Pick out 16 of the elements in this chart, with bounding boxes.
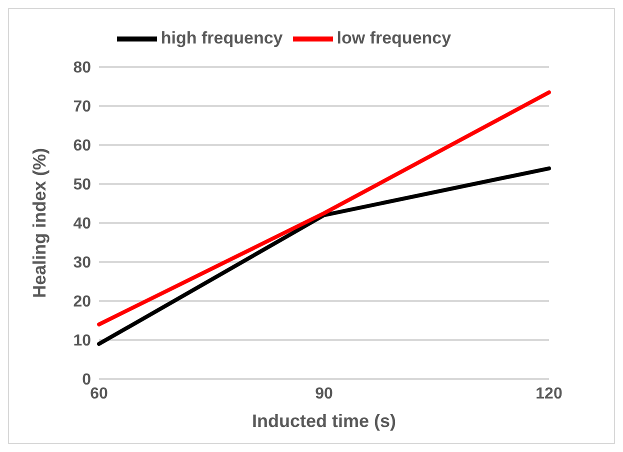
- y-tick-label: 20: [73, 294, 92, 311]
- y-tick-label: 60: [73, 138, 92, 155]
- y-axis-title: Healing index (%): [29, 148, 50, 298]
- x-tick-label: 60: [90, 385, 108, 402]
- y-tick-label: 30: [73, 254, 92, 272]
- x-axis-title: Inducted time (s): [252, 411, 396, 431]
- y-tick-label: 40: [73, 216, 92, 233]
- y-tick-label: 70: [73, 98, 92, 116]
- x-tick-label: 120: [536, 385, 562, 402]
- legend-label: low frequency: [336, 28, 452, 48]
- y-tick-label: 50: [73, 176, 92, 194]
- legend-label: high frequency: [160, 28, 283, 48]
- y-tick-label: 0: [82, 372, 92, 389]
- y-tick-label: 80: [73, 60, 92, 77]
- y-tick-label: 10: [73, 332, 92, 350]
- x-tick-label: 90: [315, 385, 333, 402]
